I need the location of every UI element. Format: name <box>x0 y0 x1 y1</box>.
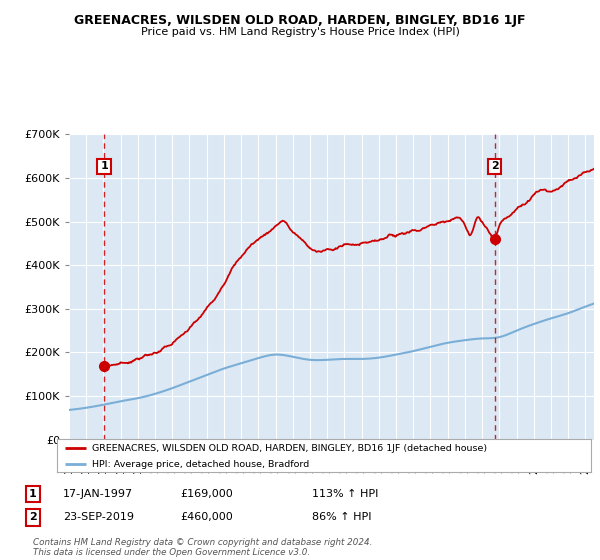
Text: 86% ↑ HPI: 86% ↑ HPI <box>312 512 371 522</box>
Text: Price paid vs. HM Land Registry's House Price Index (HPI): Price paid vs. HM Land Registry's House … <box>140 27 460 37</box>
Text: £169,000: £169,000 <box>180 489 233 499</box>
Text: 1: 1 <box>100 161 108 171</box>
Text: 17-JAN-1997: 17-JAN-1997 <box>63 489 133 499</box>
Text: GREENACRES, WILSDEN OLD ROAD, HARDEN, BINGLEY, BD16 1JF: GREENACRES, WILSDEN OLD ROAD, HARDEN, BI… <box>74 14 526 27</box>
Text: GREENACRES, WILSDEN OLD ROAD, HARDEN, BINGLEY, BD16 1JF (detached house): GREENACRES, WILSDEN OLD ROAD, HARDEN, BI… <box>92 444 487 452</box>
Text: 113% ↑ HPI: 113% ↑ HPI <box>312 489 379 499</box>
Text: 2: 2 <box>491 161 499 171</box>
Text: 2: 2 <box>29 512 37 522</box>
Text: 1: 1 <box>29 489 37 499</box>
Text: £460,000: £460,000 <box>180 512 233 522</box>
Text: 23-SEP-2019: 23-SEP-2019 <box>63 512 134 522</box>
Text: Contains HM Land Registry data © Crown copyright and database right 2024.
This d: Contains HM Land Registry data © Crown c… <box>33 538 373 557</box>
Text: HPI: Average price, detached house, Bradford: HPI: Average price, detached house, Brad… <box>92 460 309 469</box>
